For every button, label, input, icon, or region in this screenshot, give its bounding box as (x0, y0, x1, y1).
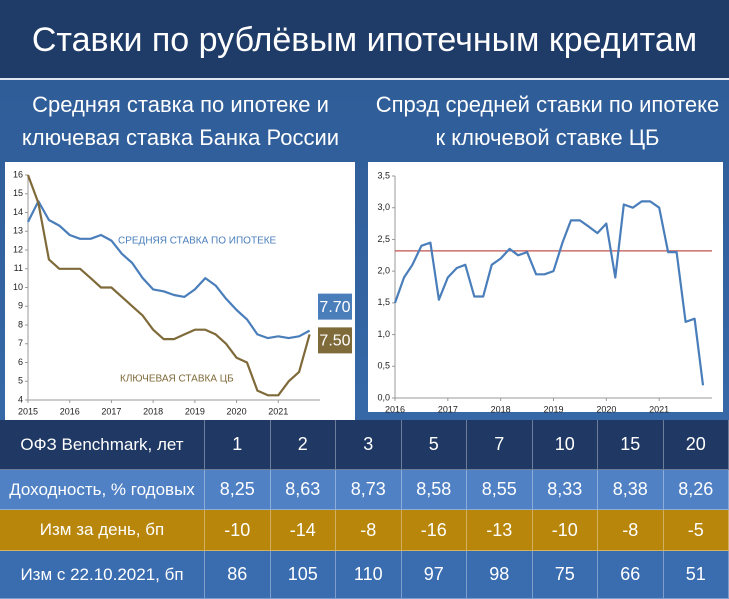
table: ОФЗ Benchmark, лет 1 2 3 5 7 10 15 20 Доходность,… (0, 420, 729, 599)
x-tick-label: 2019 (185, 406, 205, 416)
x-tick-label: 2018 (491, 404, 511, 414)
table-cell: 8,58 (401, 470, 467, 510)
table-cell: 8,38 (598, 470, 664, 510)
y-tick-label: 10 (13, 282, 23, 292)
table-cell: 20 (663, 420, 729, 470)
y-tick-label: 9 (18, 301, 23, 311)
table-cell: -10 (532, 510, 598, 551)
table-cell: -13 (467, 510, 533, 551)
x-tick-label: 2021 (649, 404, 669, 414)
table-cell: 1 (205, 420, 271, 470)
table-cell: 110 (336, 551, 402, 599)
table-cell: -8 (336, 510, 402, 551)
value-label-box (318, 327, 352, 354)
y-tick-label: 0,5 (377, 361, 390, 371)
table-cell: 10 (532, 420, 598, 470)
table-cell: 8,33 (532, 470, 598, 510)
table-cell: 8,73 (336, 470, 402, 510)
table-cell: 15 (598, 420, 664, 470)
value-label: 7.50 (319, 333, 350, 350)
x-tick-label: 2018 (143, 406, 163, 416)
y-tick-label: 2,0 (377, 266, 390, 276)
y-tick-label: 0,0 (377, 392, 390, 402)
x-tick-label: 2017 (438, 404, 458, 414)
value-label-box (318, 293, 352, 320)
table-cell: 8,25 (205, 470, 271, 510)
series-line (27, 200, 311, 340)
table-cell: Изм с 22.10.2021, бп (0, 551, 205, 599)
table-cell: 3 (336, 420, 402, 470)
y-tick-label: 6 (18, 357, 23, 367)
table-cell: 2 (270, 420, 336, 470)
x-tick-label: 2020 (227, 406, 247, 416)
table-cell: Изм за день, бп (0, 510, 205, 551)
y-tick-label: 3,0 (377, 202, 390, 212)
y-tick-label: 13 (13, 226, 23, 236)
table-cell: -14 (270, 510, 336, 551)
y-tick-label: 16 (13, 169, 23, 179)
y-tick-label: 15 (13, 188, 23, 198)
table-cell: 8,26 (663, 470, 729, 510)
chart-panel (368, 162, 723, 412)
chart-title: Средняя ставка по ипотеке и ключевая ста… (21, 92, 340, 150)
y-tick-label: 7 (18, 338, 23, 348)
series-line (26, 174, 311, 397)
chart-panel (5, 162, 355, 420)
y-tick-label: 4 (18, 394, 23, 404)
y-tick-label: 11 (14, 263, 23, 273)
page-title: Ставки по рублёвым ипотечным кредитам (0, 0, 729, 80)
table-cell: 66 (598, 551, 664, 599)
table-cell: 7 (467, 420, 533, 470)
charts: 4 5 6 7 8 9 10 11 12 13 14 15 16 2015 2016 2017 2018 2019… (13, 169, 712, 416)
chart-title: Спрэд средней ставки по ипотеке к ключев… (375, 92, 720, 150)
value-label: 7.70 (319, 299, 350, 316)
x-tick-label: 2021 (268, 406, 288, 416)
table-cell: 51 (663, 551, 729, 599)
y-tick-label: 2,5 (377, 234, 390, 244)
table-cell: 105 (270, 551, 336, 599)
table-cell: 8,55 (467, 470, 533, 510)
y-tick-label: 8 (18, 319, 23, 329)
y-tick-label: 1,0 (377, 329, 390, 339)
y-tick-label: 14 (13, 207, 23, 217)
series-label: КЛЮЧЕВАЯ СТАВКА ЦБ (120, 374, 234, 385)
x-tick-label: 2017 (101, 406, 121, 416)
table-cell: 98 (467, 551, 533, 599)
table-row: Изм за день, бп -10 -14 -8 -16 -13 -10 -8 -5 (0, 510, 729, 551)
table-cell: ОФЗ Benchmark, лет (0, 420, 205, 470)
table-row: Доходность, % годовых 8,25 8,63 8,73 8,58 8,5… (0, 470, 729, 510)
y-tick-label: 1,5 (377, 297, 390, 307)
x-tick-label: 2019 (543, 404, 563, 414)
table-cell: 75 (532, 551, 598, 599)
table-cell: 5 (401, 420, 467, 470)
series-label: СРЕДНЯЯ СТАВКА ПО ИПОТЕКЕ (118, 236, 277, 247)
table-cell: Доходность, % годовых (0, 470, 205, 510)
y-tick-label: 3,5 (377, 170, 390, 180)
y-tick-label: 5 (18, 376, 23, 386)
x-tick-label: 2016 (60, 406, 80, 416)
x-tick-label: 2016 (385, 404, 405, 414)
table-cell: -8 (598, 510, 664, 551)
y-tick-label: 12 (13, 244, 23, 254)
table-row: Изм с 22.10.2021, бп 86 105 110 97 98 75 66 51 (0, 551, 729, 599)
table-cell: -5 (663, 510, 729, 551)
table-cell: 97 (401, 551, 467, 599)
table-row: ОФЗ Benchmark, лет 1 2 3 5 7 10 15 20 (0, 420, 729, 470)
series-line (393, 200, 705, 386)
table-cell: 86 (205, 551, 271, 599)
table-cell: -10 (205, 510, 271, 551)
table-cell: 8,63 (270, 470, 336, 510)
table-cell: -16 (401, 510, 467, 551)
x-tick-label: 2015 (18, 406, 38, 416)
x-tick-label: 2020 (596, 404, 616, 414)
